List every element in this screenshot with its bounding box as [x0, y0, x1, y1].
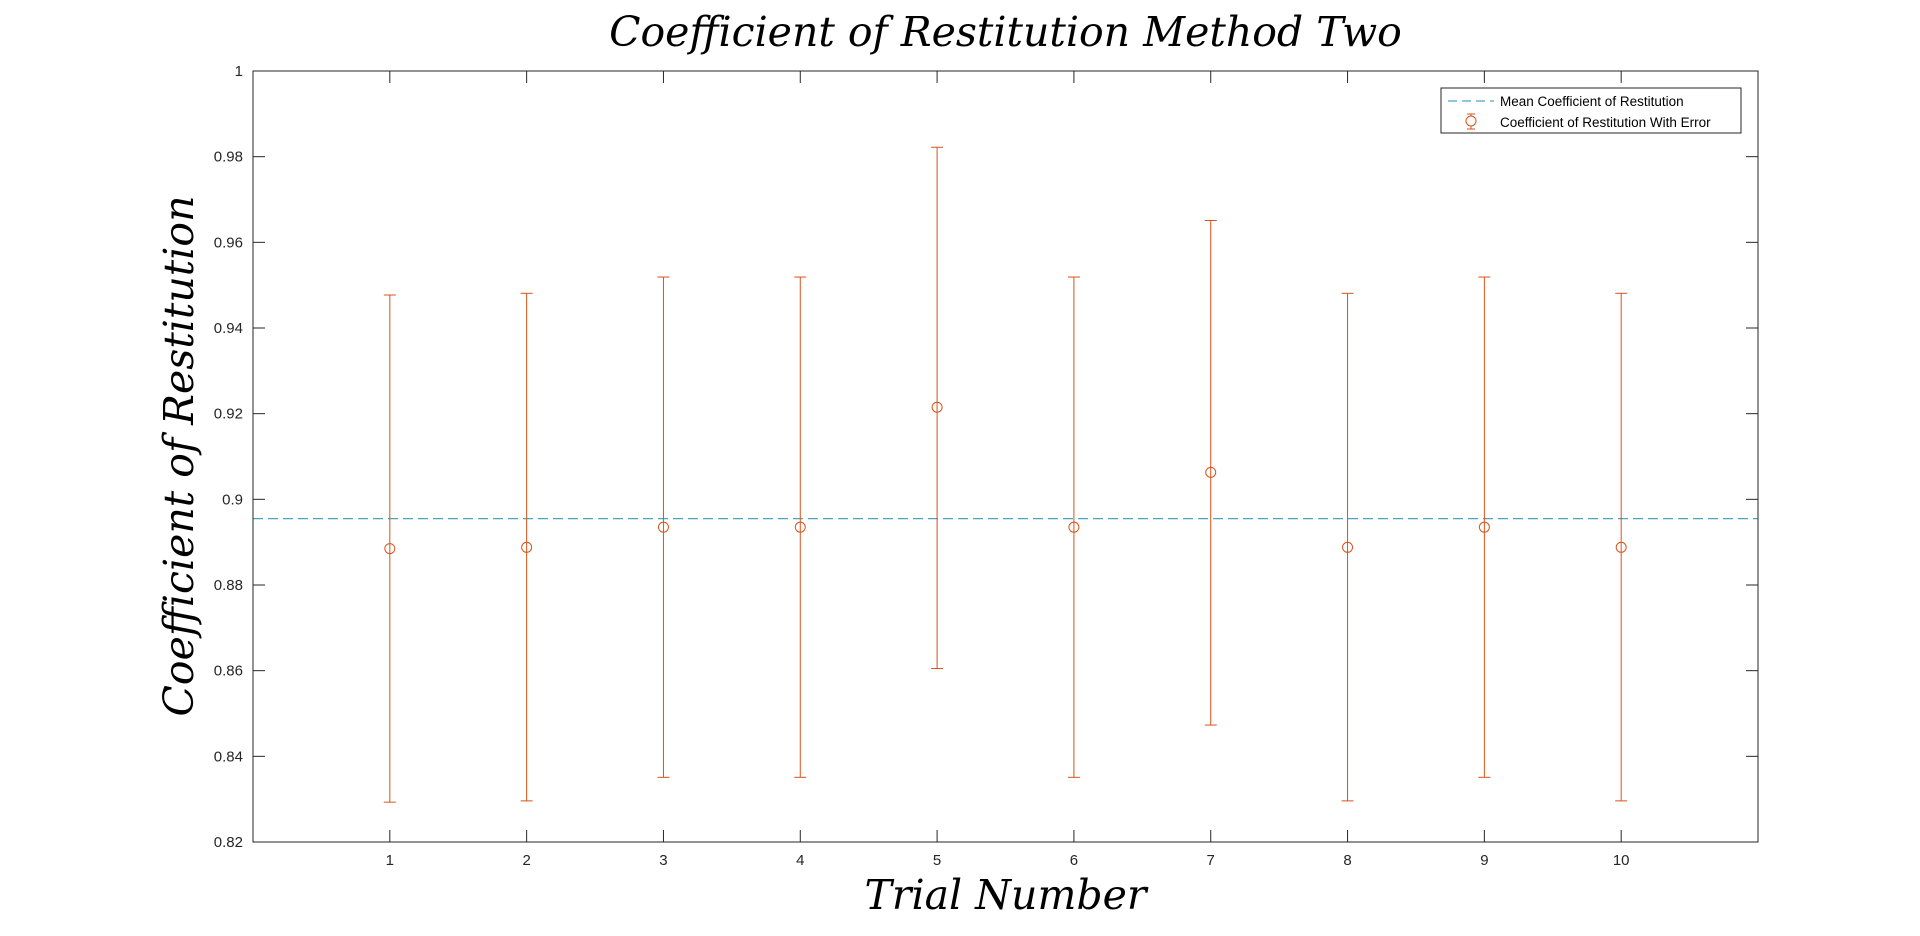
data-point-marker [657, 521, 669, 533]
plot-frame [252, 70, 1759, 843]
legend: Mean Coefficient of Restitution Coeffici… [1440, 87, 1742, 134]
error-point-3 [657, 276, 670, 778]
y-tick-label: 0.96 [214, 234, 243, 251]
x-tick-label: 1 [386, 852, 394, 869]
error-point-2 [520, 292, 533, 802]
x-tick-label: 3 [659, 852, 667, 869]
data-point-marker [1205, 466, 1217, 478]
legend-error-label: Coefficient of Restitution With Error [1500, 115, 1711, 130]
plot-background [253, 71, 1758, 842]
x-axis-label: Trial Number [865, 871, 1149, 919]
error-point-9 [1478, 276, 1491, 778]
x-tick-label: 10 [1613, 852, 1630, 869]
error-point-5 [931, 146, 944, 670]
error-point-6 [1067, 276, 1080, 778]
data-point-marker [794, 521, 806, 533]
data-point-marker [384, 543, 396, 555]
y-tick-label: 0.98 [214, 149, 243, 166]
legend-marker-sample [1465, 115, 1477, 127]
error-point-4 [794, 276, 807, 778]
data-point-marker [1342, 541, 1354, 553]
error-point-8 [1341, 292, 1354, 802]
data-point-marker [1068, 521, 1080, 533]
x-tick-label: 7 [1207, 852, 1215, 869]
x-tick-label: 2 [522, 852, 530, 869]
data-point-marker [931, 401, 943, 413]
data-point-marker [1478, 521, 1490, 533]
data-point-marker [521, 541, 533, 553]
error-point-10 [1615, 292, 1628, 802]
series-layer [253, 146, 1758, 803]
legend-box [1440, 87, 1742, 134]
y-axis-label: Coefficient of Restitution [155, 196, 203, 717]
x-axis-ticks: 1 2 3 4 5 6 7 8 9 10 [386, 71, 1630, 869]
chart-title: Coefficient of Restitution Method Two [609, 8, 1402, 56]
y-tick-label: 0.92 [214, 406, 243, 423]
y-tick-label: 0.88 [214, 577, 243, 594]
y-tick-label: 0.82 [214, 834, 243, 851]
error-point-7 [1204, 219, 1217, 726]
y-axis-ticks: 0.82 0.84 0.86 0.88 0.9 0.92 0.94 0.96 0.98 1 [214, 63, 1758, 851]
y-tick-label: 0.84 [214, 748, 243, 765]
data-point-marker [1615, 541, 1627, 553]
x-tick-label: 4 [796, 852, 804, 869]
error-point-1 [383, 294, 396, 803]
legend-mean-label: Mean Coefficient of Restitution [1500, 94, 1684, 109]
y-tick-label: 0.94 [214, 320, 243, 337]
x-tick-label: 9 [1480, 852, 1488, 869]
y-tick-label: 0.86 [214, 663, 243, 680]
y-tick-label: 1 [235, 63, 243, 80]
x-tick-label: 5 [933, 852, 941, 869]
x-tick-label: 6 [1070, 852, 1078, 869]
x-tick-label: 8 [1343, 852, 1351, 869]
y-tick-label: 0.9 [222, 491, 243, 508]
